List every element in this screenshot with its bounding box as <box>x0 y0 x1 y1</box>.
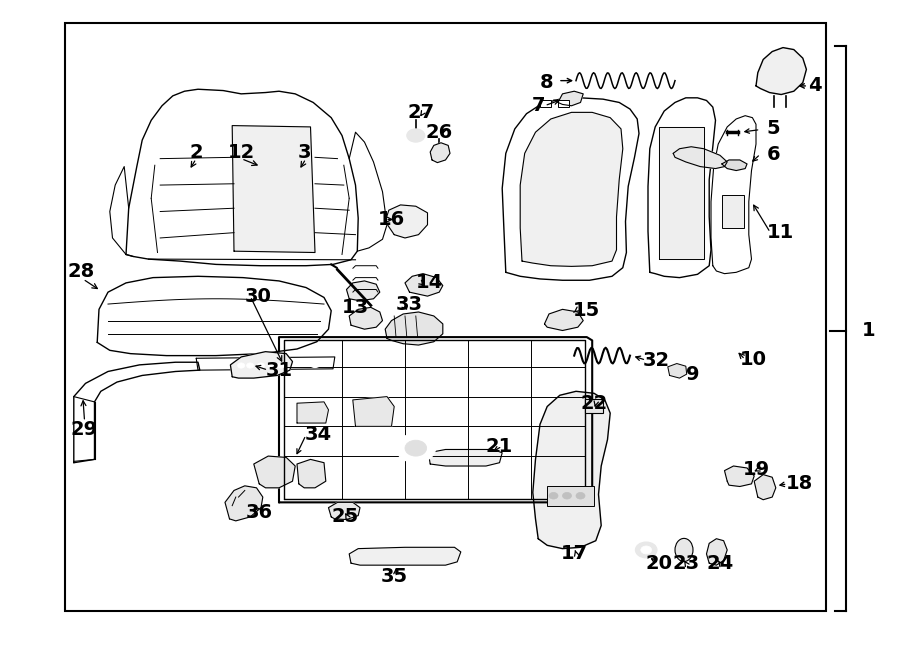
Text: 4: 4 <box>808 77 822 95</box>
Circle shape <box>247 363 254 368</box>
Polygon shape <box>754 475 776 500</box>
Text: 7: 7 <box>531 97 544 115</box>
Polygon shape <box>349 307 382 329</box>
Text: 10: 10 <box>740 350 767 369</box>
Circle shape <box>396 434 436 463</box>
Polygon shape <box>659 127 704 259</box>
Bar <box>65 23 826 611</box>
Polygon shape <box>232 126 315 253</box>
Polygon shape <box>558 91 583 106</box>
Text: 31: 31 <box>266 361 292 379</box>
Polygon shape <box>279 337 592 502</box>
Polygon shape <box>196 357 335 370</box>
Polygon shape <box>385 205 428 238</box>
Polygon shape <box>230 352 292 378</box>
Text: 32: 32 <box>643 351 670 369</box>
Text: 12: 12 <box>228 143 255 161</box>
Polygon shape <box>297 459 326 488</box>
Polygon shape <box>405 274 443 296</box>
Text: 35: 35 <box>381 567 408 586</box>
Circle shape <box>407 129 425 142</box>
Text: 33: 33 <box>396 295 423 313</box>
Bar <box>547 486 594 506</box>
Polygon shape <box>711 116 756 274</box>
Text: 14: 14 <box>416 274 443 292</box>
Text: 11: 11 <box>767 223 794 242</box>
Polygon shape <box>349 132 387 251</box>
Text: 22: 22 <box>580 394 608 412</box>
Text: 21: 21 <box>486 437 513 455</box>
Polygon shape <box>520 112 623 266</box>
Bar <box>585 399 603 413</box>
Text: 15: 15 <box>573 301 600 320</box>
Text: 13: 13 <box>342 298 369 317</box>
Circle shape <box>268 363 275 368</box>
Text: 24: 24 <box>706 554 733 572</box>
Circle shape <box>635 542 657 558</box>
Polygon shape <box>225 486 263 521</box>
Polygon shape <box>254 456 295 488</box>
Polygon shape <box>328 502 360 520</box>
Text: 19: 19 <box>742 460 770 479</box>
Text: 30: 30 <box>245 287 272 305</box>
Text: 25: 25 <box>332 508 359 526</box>
Text: 18: 18 <box>786 475 813 493</box>
Circle shape <box>549 492 558 499</box>
Polygon shape <box>353 397 394 426</box>
Text: 17: 17 <box>561 544 588 563</box>
Polygon shape <box>428 449 502 466</box>
Circle shape <box>562 492 572 499</box>
Text: 16: 16 <box>378 210 405 229</box>
Circle shape <box>641 546 652 554</box>
Polygon shape <box>722 160 747 171</box>
Text: 2: 2 <box>189 143 203 161</box>
Text: 28: 28 <box>68 262 94 280</box>
Circle shape <box>310 360 320 368</box>
Polygon shape <box>110 167 129 254</box>
Text: 34: 34 <box>304 426 331 444</box>
Polygon shape <box>544 309 583 330</box>
Text: 29: 29 <box>70 420 97 439</box>
Text: 8: 8 <box>540 73 554 92</box>
Polygon shape <box>648 98 716 278</box>
Circle shape <box>576 492 585 499</box>
Polygon shape <box>297 402 328 423</box>
Text: 9: 9 <box>686 366 699 384</box>
Polygon shape <box>349 547 461 565</box>
Bar <box>558 100 569 107</box>
Polygon shape <box>724 466 754 486</box>
Polygon shape <box>668 364 687 378</box>
Text: 3: 3 <box>298 143 311 161</box>
Circle shape <box>238 363 245 368</box>
Polygon shape <box>74 362 200 463</box>
Polygon shape <box>502 98 639 280</box>
Bar <box>722 195 744 228</box>
Ellipse shape <box>675 538 693 561</box>
Polygon shape <box>430 143 450 163</box>
Text: 20: 20 <box>645 554 672 572</box>
Polygon shape <box>706 539 727 565</box>
Circle shape <box>405 440 427 456</box>
Text: 36: 36 <box>246 503 273 522</box>
Text: 27: 27 <box>408 103 435 122</box>
Polygon shape <box>756 48 806 95</box>
Text: 6: 6 <box>767 145 780 163</box>
Polygon shape <box>385 312 443 345</box>
Circle shape <box>257 363 265 368</box>
Polygon shape <box>126 89 358 266</box>
Circle shape <box>277 363 284 368</box>
Polygon shape <box>346 281 380 301</box>
Polygon shape <box>533 391 610 549</box>
Text: 1: 1 <box>862 321 876 340</box>
Text: 26: 26 <box>426 123 453 141</box>
Polygon shape <box>673 147 727 169</box>
Text: 5: 5 <box>767 120 780 138</box>
Polygon shape <box>97 276 331 356</box>
Text: 23: 23 <box>672 554 699 572</box>
Bar <box>540 100 551 107</box>
